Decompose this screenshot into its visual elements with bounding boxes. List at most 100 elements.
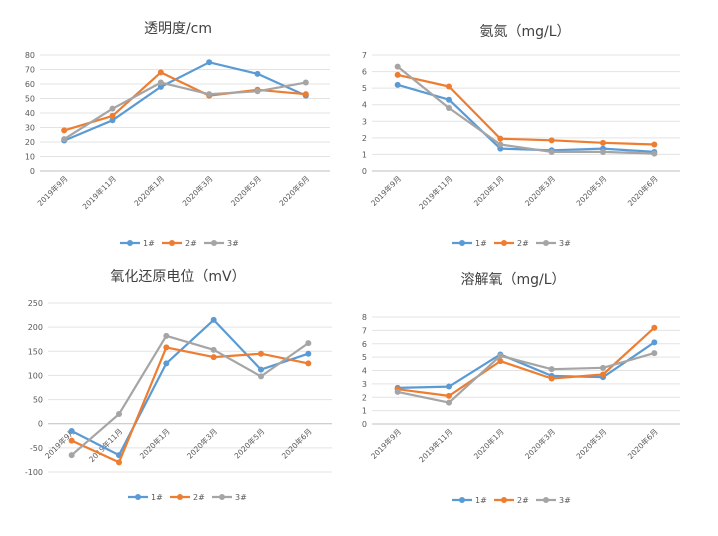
data-point: [548, 375, 555, 382]
data-point: [116, 459, 122, 466]
legend-label: 1#: [143, 239, 155, 248]
y-tick-label: 50: [33, 396, 43, 405]
legend-marker: [543, 240, 549, 246]
y-tick-label: 10: [25, 153, 35, 162]
y-tick-label: 4: [362, 101, 367, 110]
x-tick-label: 2020年3月: [180, 173, 215, 208]
y-tick-label: 6: [362, 68, 367, 77]
series-line-2#: [63, 71, 306, 132]
x-tick-label: 2020年1月: [132, 173, 167, 208]
data-point: [157, 79, 164, 86]
data-point: [254, 88, 261, 95]
legend-marker: [177, 494, 183, 500]
chart-title: 溶解氧（mg/L）: [460, 272, 565, 288]
legend-label: 2#: [517, 239, 529, 248]
legend-marker: [169, 240, 175, 246]
data-point: [446, 383, 452, 390]
data-point: [157, 69, 164, 76]
x-tick-label: 2020年6月: [625, 173, 660, 208]
data-point: [305, 340, 312, 347]
legend-item: 3#: [212, 493, 247, 502]
series-line-1#: [397, 341, 655, 389]
data-point: [651, 150, 658, 157]
legend-item: 1#: [452, 496, 487, 505]
legend-label: 2#: [185, 239, 197, 248]
legend-item: 2#: [162, 239, 197, 248]
x-tick-label: 2020年5月: [228, 173, 263, 208]
x-tick-label: 2020年6月: [279, 426, 314, 461]
legend-item: 2#: [494, 496, 529, 505]
chart-title: 氨氮（mg/L）: [479, 24, 570, 40]
data-point: [163, 332, 170, 339]
data-point: [206, 59, 213, 66]
x-tick-label: 2019年11月: [416, 426, 454, 464]
y-tick-label: 0: [30, 167, 35, 176]
legend-label: 3#: [227, 239, 239, 248]
chart-title: 氧化还原电位（mV）: [110, 269, 245, 285]
x-tick-label: 2020年5月: [232, 426, 267, 461]
data-point: [305, 360, 312, 367]
series-line-3#: [397, 65, 655, 155]
data-point: [394, 63, 401, 70]
legend-item: 3#: [536, 496, 571, 505]
y-tick-label: 1: [362, 407, 367, 416]
data-point: [651, 339, 658, 346]
data-point: [210, 346, 217, 353]
legend-label: 1#: [151, 493, 163, 502]
data-point: [163, 360, 170, 367]
y-tick-label: 0: [38, 420, 43, 429]
x-tick-label: 2019年11月: [80, 173, 118, 211]
data-point: [109, 117, 116, 124]
data-point: [254, 70, 261, 77]
data-point: [446, 96, 452, 103]
x-tick-label: 2019年9月: [369, 173, 404, 208]
series-line-3#: [70, 334, 309, 456]
y-tick-label: -50: [30, 444, 43, 453]
y-tick-label: 60: [25, 80, 35, 89]
data-point: [497, 352, 504, 359]
data-point: [600, 364, 606, 371]
legend-item: 3#: [204, 239, 239, 248]
y-tick-label: 20: [25, 138, 35, 147]
legend-item: 2#: [170, 493, 205, 502]
y-tick-label: 8: [362, 313, 367, 322]
legend-marker: [459, 240, 465, 246]
chart-2: 氨氮（mg/L） 0 1 2 3 4 5 6 7 2019年9月 2019年11月 2020年1月 20…: [362, 24, 680, 248]
y-tick-label: 5: [362, 84, 367, 93]
series-line-2#: [397, 73, 655, 146]
legend-marker: [459, 497, 465, 503]
data-point: [210, 354, 217, 361]
legend-item: 1#: [452, 239, 487, 248]
y-tick-label: 150: [28, 347, 43, 356]
legend-label: 2#: [517, 496, 529, 505]
legend-label: 3#: [559, 239, 571, 248]
y-tick-label: 3: [362, 380, 367, 389]
series-line-3#: [397, 352, 655, 404]
data-point: [651, 324, 658, 331]
chart-1: 透明度/cm 0 10 20 30 40 50 60 70 80 2019年9月 2019年11月 20…: [25, 21, 330, 248]
data-point: [394, 81, 401, 88]
data-point: [258, 373, 264, 380]
data-point: [157, 83, 164, 90]
legend-marker: [211, 240, 217, 246]
y-tick-label: 5: [362, 353, 367, 362]
data-point: [497, 141, 504, 148]
y-tick-label: 6: [362, 340, 367, 349]
data-point: [394, 388, 401, 395]
data-point: [651, 350, 658, 357]
legend-marker: [127, 240, 133, 246]
x-tick-label: 2020年6月: [625, 426, 660, 461]
data-point: [163, 344, 170, 351]
data-point: [446, 399, 452, 406]
y-tick-label: 7: [362, 326, 367, 335]
y-tick-label: 2: [362, 134, 367, 143]
legend-marker: [219, 494, 225, 500]
data-point: [497, 358, 504, 365]
data-point: [68, 427, 75, 434]
y-tick-label: 0: [362, 167, 367, 176]
x-tick-label: 2019年9月: [369, 426, 404, 461]
data-point: [109, 112, 116, 119]
data-point: [68, 452, 75, 459]
chart-4: 溶解氧（mg/L） 0 1 2 3 4 5 6 7 8 2019年9月 2019年11月 2020年1月…: [362, 272, 680, 505]
